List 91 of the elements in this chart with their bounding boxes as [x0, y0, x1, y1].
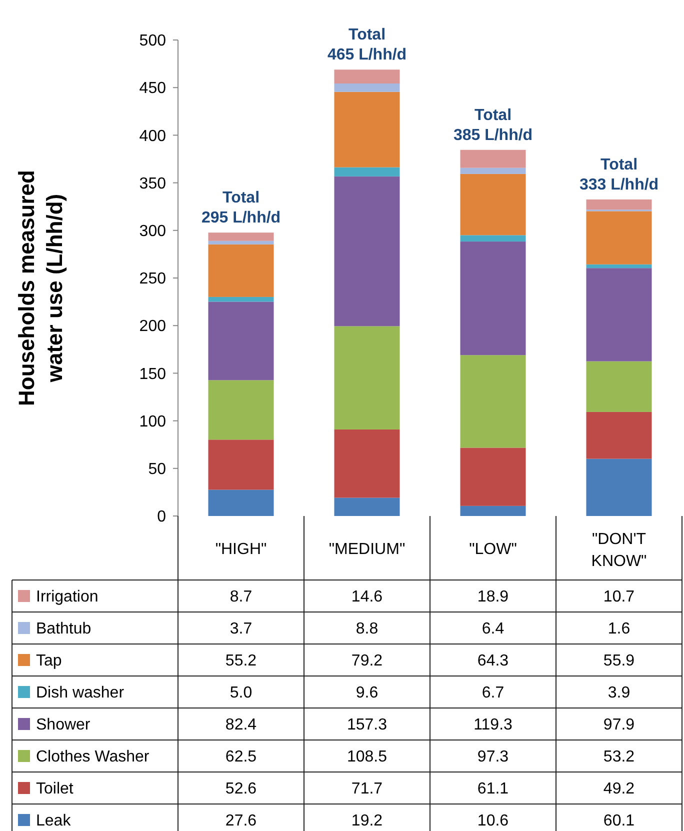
bar [208, 240, 274, 244]
bar [334, 429, 400, 498]
data-label: 9.6 [356, 684, 378, 702]
bar [208, 296, 274, 302]
bar [334, 326, 400, 430]
bar [334, 176, 400, 326]
bar [334, 167, 400, 176]
legend-label: Shower [36, 716, 91, 734]
bar [460, 168, 526, 174]
legend-label: Bathtub [36, 620, 92, 638]
bar [208, 440, 274, 490]
data-label: 55.9 [603, 652, 635, 670]
data-label: 55.2 [225, 652, 257, 670]
bar [334, 92, 400, 168]
data-label: 61.1 [477, 780, 509, 798]
y-axis-title: Households measured water use (L/hh/d) [14, 170, 67, 406]
data-label: 19.2 [351, 812, 383, 830]
bar [460, 355, 526, 448]
bar [334, 498, 400, 516]
data-label: 10.7 [603, 588, 635, 606]
data-label: 8.7 [230, 588, 252, 606]
y-tick-label: 50 [148, 461, 166, 478]
data-label: 60.1 [603, 812, 635, 830]
data-label: 5.0 [230, 684, 252, 702]
bar [586, 268, 652, 362]
y-tick-label: 100 [139, 413, 166, 430]
bar [208, 490, 274, 516]
data-label: 6.7 [482, 684, 504, 702]
bar [334, 70, 400, 84]
bar [208, 302, 274, 380]
bar [208, 244, 274, 297]
y-tick-label: 300 [139, 223, 166, 240]
y-tick-label: 150 [139, 366, 166, 383]
data-label: 27.6 [225, 812, 257, 830]
y-tick-label: 200 [139, 318, 166, 336]
legend-label: Dish washer [36, 684, 125, 702]
bar [460, 174, 526, 236]
data-label: 119.3 [474, 716, 513, 734]
bar [586, 264, 652, 268]
data-label: 82.4 [225, 716, 257, 734]
legend-label: Irrigation [36, 588, 98, 606]
bar [208, 232, 274, 241]
data-label: 8.8 [356, 620, 378, 638]
bar [208, 380, 274, 440]
data-label: 1.6 [608, 620, 630, 638]
legend-label: Clothes Washer [36, 748, 150, 766]
x-tick-label: "LOW" [469, 541, 517, 558]
total-label: Total 295 L/hh/d [201, 190, 281, 227]
y-tick-label: 400 [139, 128, 166, 145]
x-tick-label: "HIGH" [215, 541, 267, 558]
x-tick-label: "MEDIUM" [328, 541, 406, 558]
bar [460, 448, 526, 506]
y-tick-label: 500 [139, 32, 166, 50]
data-label: 64.3 [477, 652, 509, 670]
legend-label: Toilet [36, 780, 74, 798]
data-label: 62.5 [225, 748, 257, 766]
bar [334, 84, 400, 92]
data-label: 71.7 [351, 780, 383, 798]
y-tick-label: 250 [139, 270, 166, 288]
bar [586, 211, 652, 264]
bar [460, 506, 526, 516]
bar [460, 235, 526, 242]
bar [586, 199, 652, 210]
data-label: 52.6 [225, 780, 257, 798]
data-label: 157.3 [346, 716, 388, 734]
data-label: 3.9 [608, 684, 630, 702]
total-label: Total 385 L/hh/d [453, 106, 533, 144]
bar [460, 150, 526, 168]
data-label: 18.9 [477, 588, 509, 606]
data-label: 97.3 [477, 748, 509, 766]
data-label: 6.4 [482, 620, 504, 638]
y-tick-label: 450 [139, 80, 166, 98]
data-label: 97.9 [603, 716, 635, 734]
data-label: 14.6 [351, 588, 383, 606]
bar [586, 361, 652, 412]
data-label: 53.2 [603, 748, 635, 766]
bar [460, 242, 526, 356]
data-label: 49.2 [603, 780, 635, 798]
legend-label: Tap [36, 652, 62, 670]
data-label: 10.6 [477, 812, 509, 830]
data-label: 3.7 [230, 620, 252, 638]
y-tick-label: 0 [157, 508, 166, 526]
bar [586, 458, 652, 516]
total-label: Total 465 L/hh/d [327, 26, 407, 64]
y-tick-label: 350 [139, 175, 166, 192]
bar [586, 412, 652, 459]
data-label: 108.5 [346, 748, 388, 766]
total-label: Total 333 L/hh/d [579, 156, 659, 194]
x-tick-label: "DON'T KNOW" [591, 531, 647, 570]
data-label: 79.2 [351, 652, 383, 670]
legend-label: Leak [36, 812, 72, 830]
